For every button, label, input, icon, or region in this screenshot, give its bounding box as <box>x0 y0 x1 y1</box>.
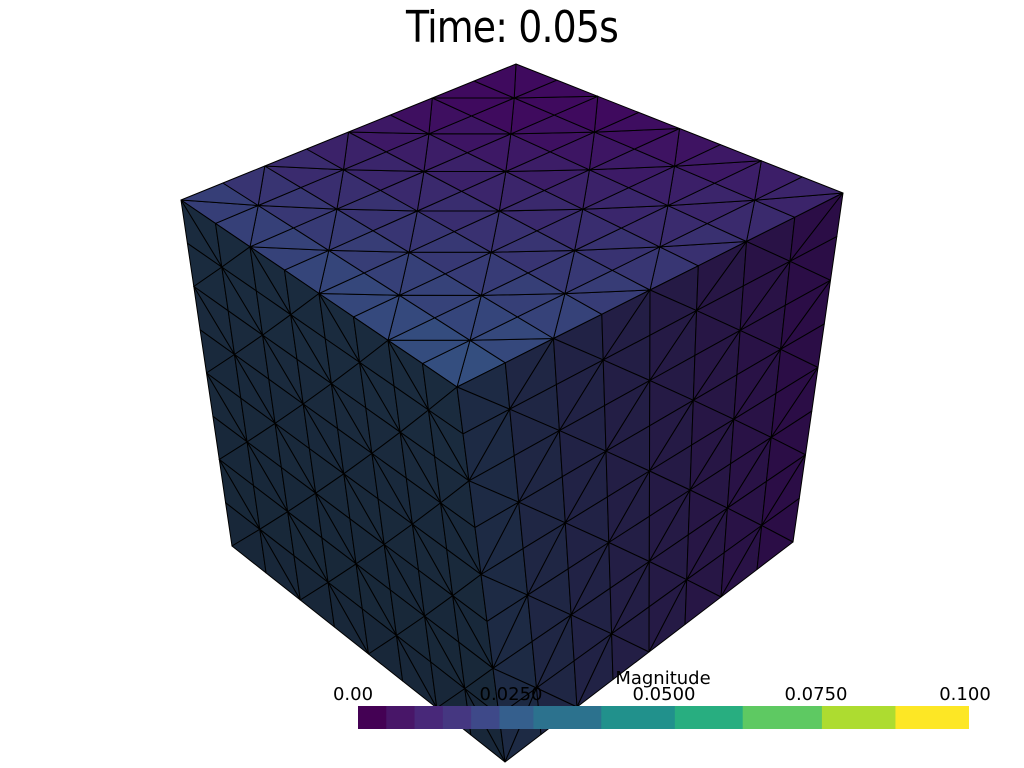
colorbar-tick-0: 0.00 <box>332 684 374 705</box>
left-face-triangle-95 <box>396 635 438 709</box>
colorbar-tick-2: 0.0500 <box>632 684 696 705</box>
colorbar-segment-1 <box>386 706 416 729</box>
colorbar-segment-6 <box>533 706 602 729</box>
left-face-triangle-63 <box>327 581 369 655</box>
top-face-triangle-95 <box>389 97 433 135</box>
colorbar-segment-0 <box>358 706 387 729</box>
right-face-triangle-95 <box>684 579 722 625</box>
time-title: Time: 0.05s <box>406 2 619 53</box>
colorbar-title: Magnitude <box>615 668 711 689</box>
colorbar-segment-3 <box>442 706 472 729</box>
right-face-triangle-63 <box>611 633 650 680</box>
colorbar-segment-11 <box>895 706 969 729</box>
colorbar-segment-7 <box>601 706 676 729</box>
colorbar <box>358 706 969 729</box>
colorbar-segment-4 <box>471 706 500 729</box>
colorbar-tick-3: 0.0750 <box>784 684 848 705</box>
colorbar-segment-5 <box>499 706 534 729</box>
cube-top-face <box>180 63 844 388</box>
colorbar-segment-2 <box>414 706 444 729</box>
top-face-triangle-63 <box>306 131 349 171</box>
top-face-triangle-127 <box>473 63 517 99</box>
colorbar-tick-1: 0.0250 <box>479 684 543 705</box>
right-face-triangle-127 <box>756 525 794 570</box>
colorbar-segment-8 <box>674 706 744 729</box>
colorbar-segment-9 <box>742 706 823 729</box>
colorbar-tick-4: 0.100 <box>939 684 991 705</box>
left-face-triangle-31 <box>259 528 301 601</box>
top-face-triangle-31 <box>222 165 266 206</box>
colorbar-segment-10 <box>821 706 896 729</box>
